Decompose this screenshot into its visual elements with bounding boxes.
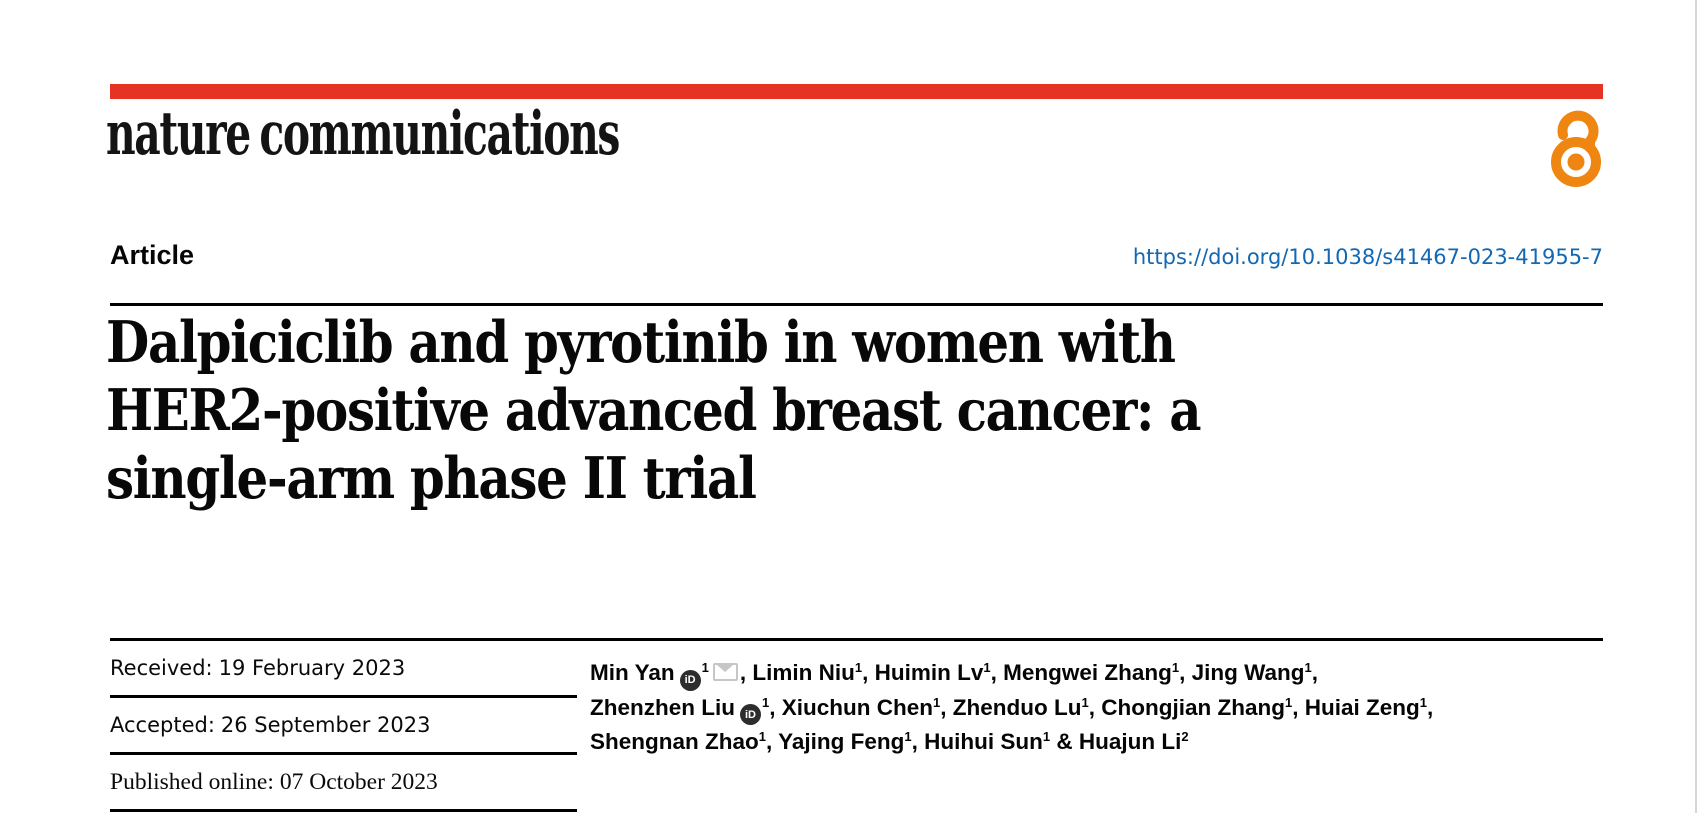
author-name: Jing Wang	[1191, 660, 1305, 685]
author-name: Shengnan Zhao	[590, 729, 759, 754]
article-type-label: Article	[110, 240, 195, 270]
received-value: 19 February 2023	[218, 656, 406, 680]
author-affiliation-superscript: 1	[933, 694, 941, 710]
open-access-lock-icon	[1551, 110, 1601, 187]
orcid-icon[interactable]: iD	[740, 704, 761, 725]
paper-title: Dalpiciclib and pyrotinib in women with …	[106, 309, 1202, 513]
author-name: Huihui Sun	[924, 729, 1043, 754]
received-date-row: Received: 19 February 2023	[110, 641, 577, 698]
author-name: Chongjian Zhang	[1101, 694, 1285, 720]
author-name: Huimin Lv	[874, 660, 984, 685]
author-affiliation-superscript: 1	[1171, 660, 1180, 675]
author-affiliation-superscript: 1	[762, 694, 770, 710]
author-name: Zhenduo Lu	[952, 694, 1082, 720]
accepted-value: 26 September 2023	[220, 713, 431, 737]
doi-link[interactable]: https://doi.org/10.1038/s41467-023-41955…	[1132, 245, 1603, 269]
author-name: Yajing Feng	[778, 729, 905, 754]
author-list: Min Yan iD1, Limin Niu1, Huimin Lv1, Meng…	[590, 660, 1434, 754]
accepted-date-row: Accepted: 26 September 2023	[110, 698, 577, 755]
author-affiliation-superscript: 1	[758, 729, 766, 744]
author-affiliation-superscript: 1	[904, 729, 912, 744]
author-affiliation-superscript: 1	[854, 660, 863, 675]
published-online-value: 07 October 2023	[279, 768, 438, 795]
author-name: Mengwei Zhang	[1003, 660, 1172, 685]
envelope-icon[interactable]	[712, 663, 738, 681]
paper-title-line-2: HER2-positive advanced breast cancer: a	[106, 377, 1202, 444]
author-affiliation-superscript: 1	[1419, 694, 1427, 710]
header-rule	[110, 303, 1603, 306]
paper-title-line-3: single-arm phase II trial	[106, 445, 757, 512]
author-affiliation-superscript: 1	[983, 660, 991, 675]
author-name: Huiai Zeng	[1304, 694, 1420, 720]
author-name: Huajun Li	[1078, 729, 1182, 754]
author-affiliation-superscript: 2	[1181, 729, 1189, 744]
author-name: Xiuchun Chen	[781, 694, 933, 720]
metadata-section: Received: 19 February 2023 Accepted: 26 …	[110, 638, 1603, 812]
author-name: Zhenzhen Liu	[590, 694, 735, 720]
received-label: Received:	[110, 656, 213, 680]
paper-title-line-1: Dalpiciclib and pyrotinib in women with	[106, 309, 1176, 376]
author-name: Min Yan	[590, 660, 675, 685]
accepted-label: Accepted:	[110, 713, 215, 737]
window-edge-divider	[1695, 0, 1697, 813]
author-affiliation-superscript: 1	[1042, 729, 1051, 744]
author-affiliation-superscript: 1	[1284, 694, 1293, 710]
published-online-label: Published online:	[110, 768, 274, 795]
author-affiliation-superscript: 1	[1081, 694, 1089, 710]
author-affiliation-superscript: 1	[1304, 660, 1312, 675]
journal-logo: nature communications	[106, 99, 620, 169]
history-dates-column: Received: 19 February 2023 Accepted: 26 …	[110, 641, 577, 812]
author-name: Limin Niu	[752, 660, 855, 685]
published-online-date-row: Published online: 07 October 2023	[110, 755, 577, 812]
nature-brand-red-bar	[110, 84, 1603, 99]
article-header-row: Article https://doi.org/10.1038/s41467-0…	[110, 240, 1603, 271]
orcid-icon[interactable]: iD	[679, 669, 701, 691]
author-affiliation-superscript: 1	[701, 660, 709, 675]
